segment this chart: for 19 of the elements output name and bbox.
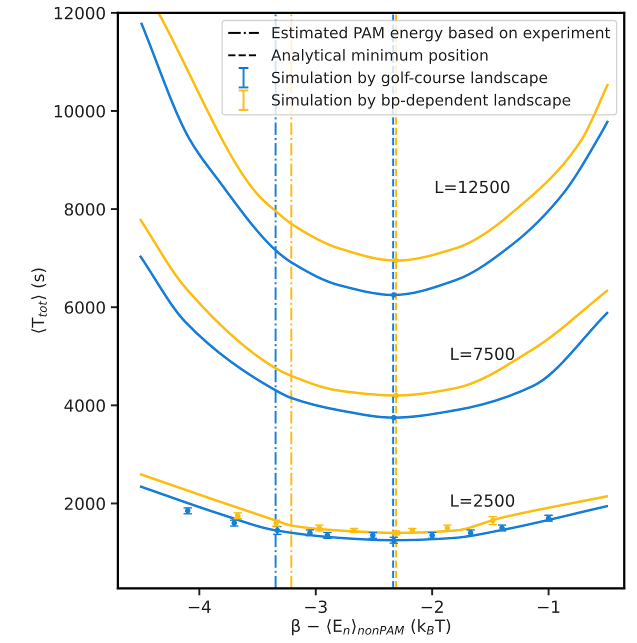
y-axis-title: ⟨T$_{tot}$⟩ (s) (31, 268, 47, 333)
ref-line-label: Estimated PAM energy based on experiment (272, 26, 610, 42)
x-tick-label: −2 (422, 600, 443, 613)
x-tick-label: −3 (305, 600, 327, 614)
x-tick-label: −4 (188, 600, 211, 613)
y-tick-label: 2000 (64, 497, 105, 510)
x-axis-title: β − ⟨E$_{n}$⟩$_{nonPAM}$ (k$_{B}$T) (292, 619, 450, 636)
y-tick-label: 6000 (64, 301, 105, 314)
y-tick-label: 4000 (64, 399, 105, 412)
legend-label: Simulation by golf-course landscape (272, 71, 548, 86)
y-tick-label: 10000 (54, 104, 105, 118)
y-tick-label: 12000 (54, 6, 105, 20)
y-tick-label: 8000 (64, 203, 105, 216)
annotation: L=7500 (451, 348, 514, 360)
legend-label: Simulation by bp-dependent landscape (272, 94, 570, 109)
annotation: L=12500 (436, 180, 510, 194)
annotation: L=2500 (451, 494, 514, 507)
x-tick-label: −1 (538, 600, 560, 613)
ref-line-label: Analytical minimum position (271, 49, 488, 64)
